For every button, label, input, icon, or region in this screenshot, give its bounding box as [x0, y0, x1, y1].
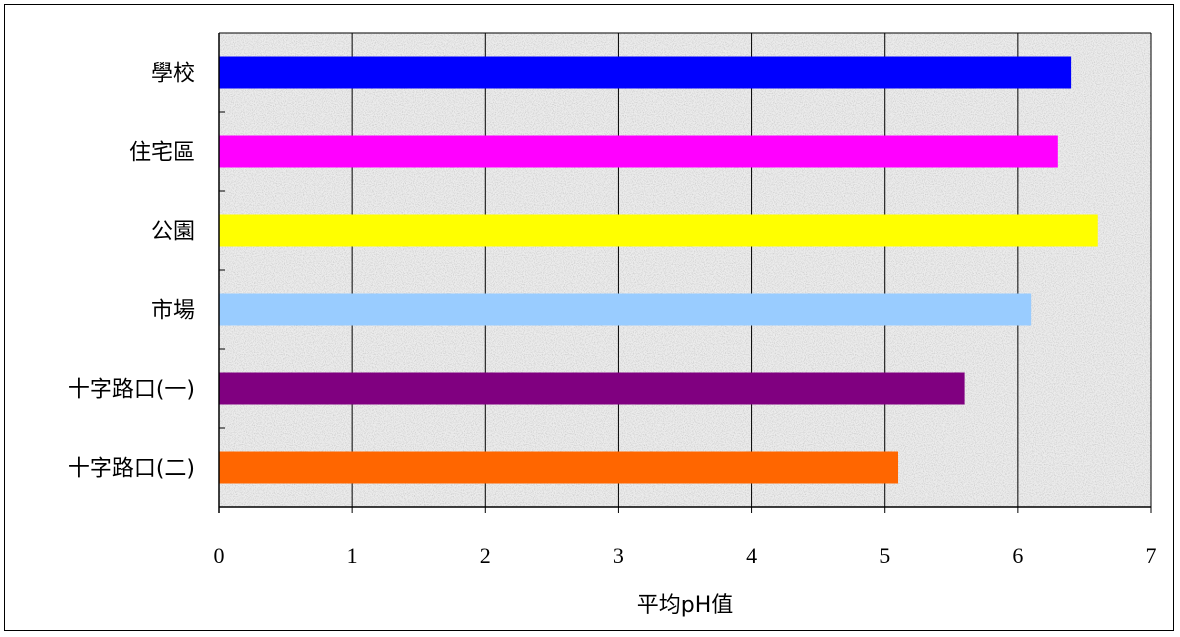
category-label: 住宅區 — [129, 141, 195, 166]
category-label: 學校 — [151, 62, 195, 87]
x-tick-labels: 0 1 2 3 4 5 6 7 — [214, 543, 1157, 568]
bar-5 — [219, 372, 965, 405]
bar-3 — [219, 214, 1098, 247]
category-label: 十字路口(二) — [68, 457, 195, 482]
x-tick-label: 6 — [1012, 543, 1023, 568]
x-tick-label: 2 — [480, 543, 491, 568]
bars — [219, 56, 1098, 484]
x-tick-label: 0 — [214, 543, 225, 568]
x-axis-title: 平均pH值 — [637, 593, 734, 618]
category-label: 十字路口(一) — [68, 378, 195, 403]
axes — [218, 33, 1152, 513]
bar-2 — [219, 135, 1058, 168]
x-tick-label: 4 — [746, 543, 757, 568]
x-tick-label: 3 — [613, 543, 624, 568]
bar-4 — [219, 293, 1032, 326]
x-tick-label: 1 — [347, 543, 358, 568]
category-label: 公園 — [151, 220, 195, 245]
plot-area — [219, 33, 1151, 507]
x-tick-label: 7 — [1146, 543, 1157, 568]
plot-texture — [219, 33, 1151, 507]
category-label: 市場 — [151, 299, 195, 324]
gridlines — [219, 32, 1152, 507]
bar-1 — [219, 56, 1072, 89]
x-tick-label: 5 — [879, 543, 890, 568]
bar-6 — [219, 451, 899, 484]
